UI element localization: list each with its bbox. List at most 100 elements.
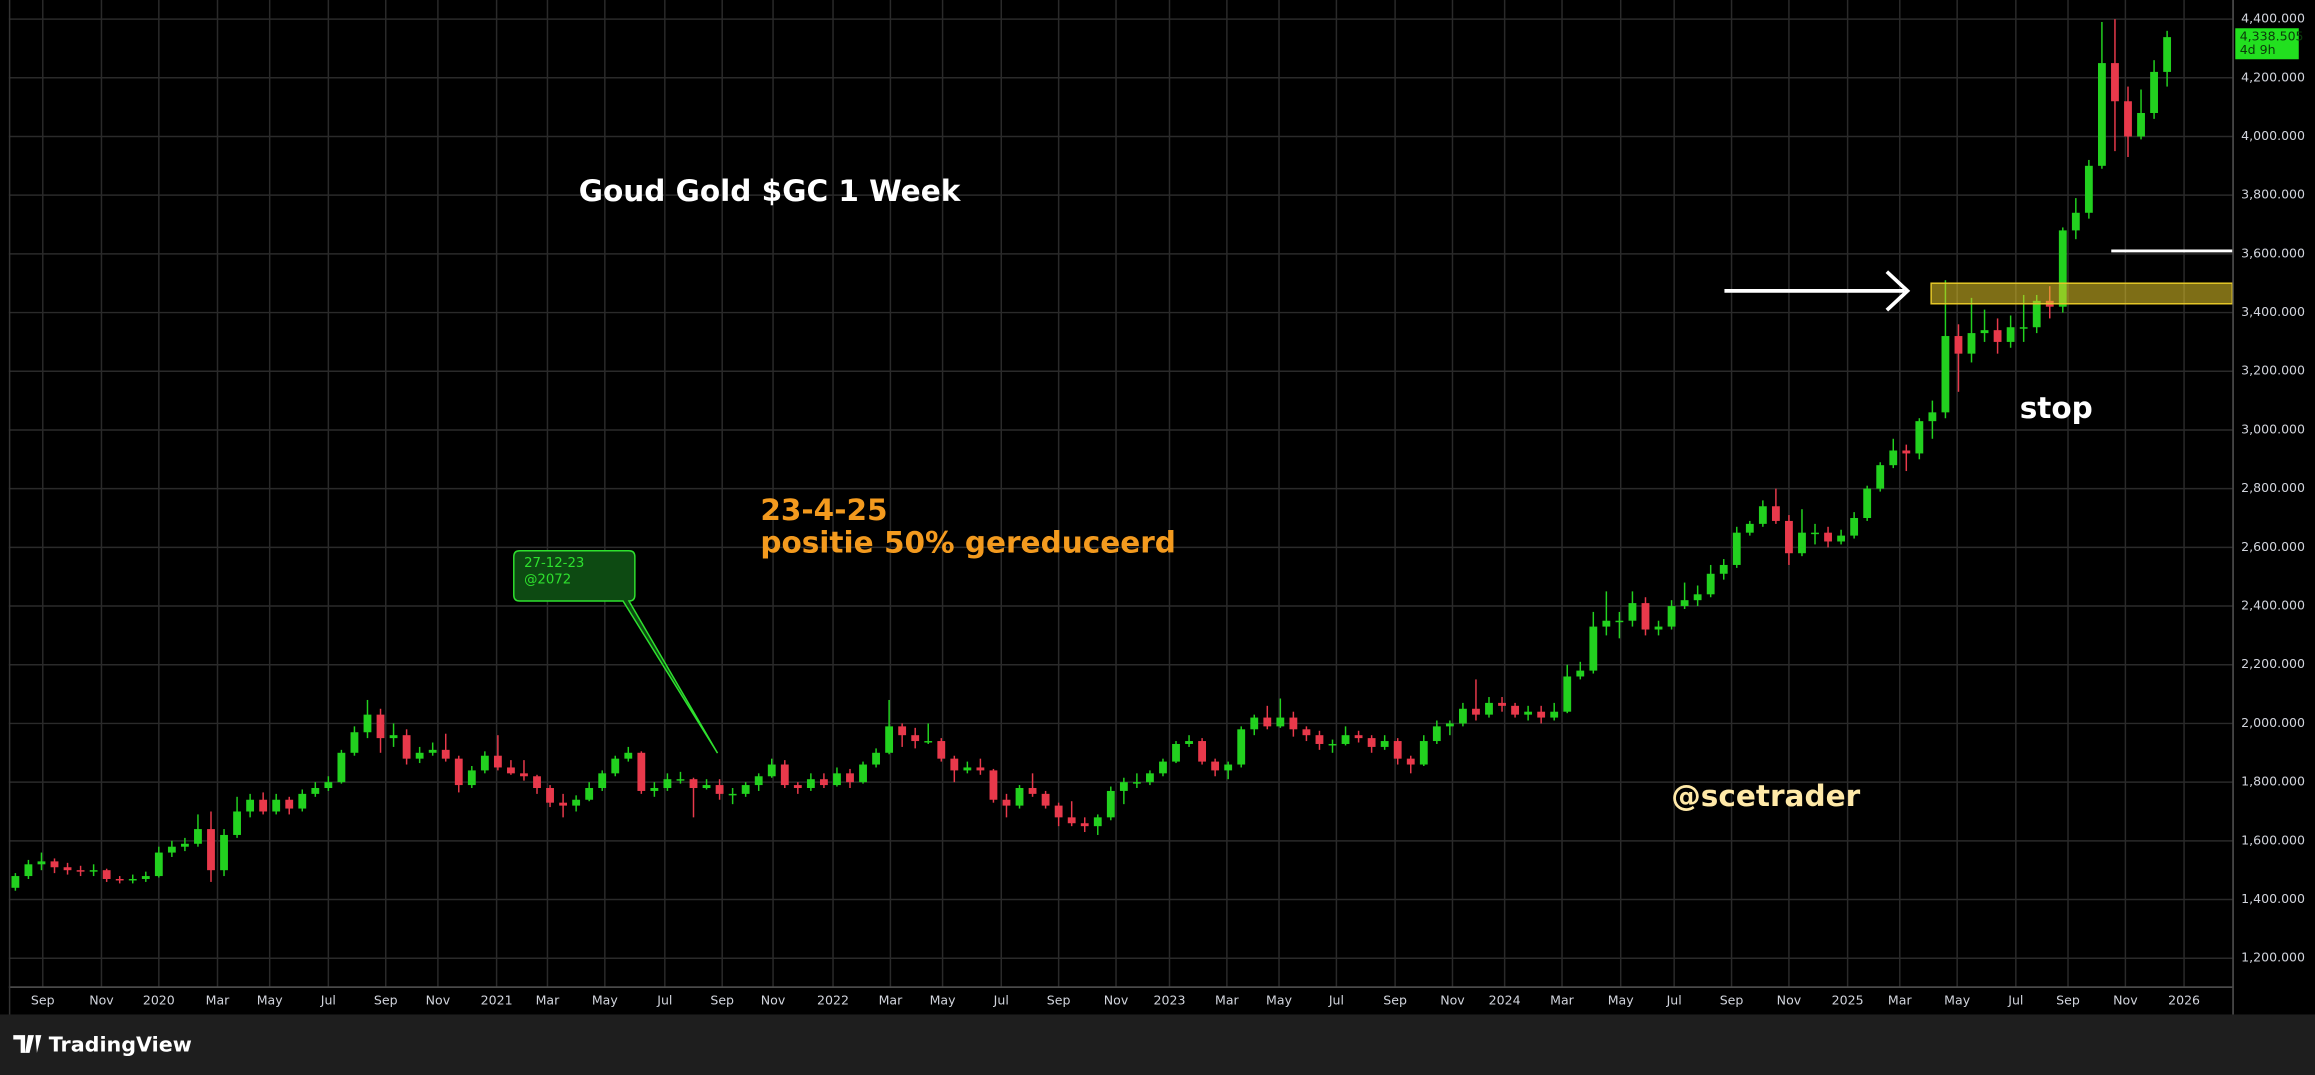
candle-body [1576,670,1585,677]
candle-body [650,788,659,791]
callout: 27-12-23 @2072 [513,550,719,754]
callout-line: @2072 [524,572,571,587]
candle-body [1602,620,1611,627]
candle-body [311,788,320,794]
candle-body [754,776,763,786]
candle-body [1485,702,1493,715]
y-tick-label: 4,000.000 [2241,128,2305,143]
brand-name[interactable]: TradingView [49,1032,192,1056]
candle-body [63,867,72,871]
candle-body [1993,330,2002,342]
candle-body [37,861,46,865]
candle-body [598,773,607,789]
candle-body [767,764,776,777]
x-tick-label: Sep [1720,993,1744,1008]
footer-bar [0,1014,2315,1075]
candle-body [715,785,724,794]
candle-body [663,779,672,789]
candle-body [1798,532,1806,554]
x-tick-label: May [592,993,619,1008]
stop-label: stop [2020,391,2093,425]
candle-body [1680,600,1689,607]
candle-body [1824,532,1832,542]
candle-body [1315,735,1324,744]
candle-body [780,764,789,786]
x-tick-label: Nov [1777,993,1802,1008]
x-tick-label: Nov [1104,993,1129,1008]
x-tick-label: May [1608,993,1635,1008]
candle-body [1341,735,1350,744]
x-tick-label: Mar [1888,993,1913,1008]
candle-body [1902,450,1911,454]
callout-line: 27-12-23 [524,556,584,571]
candle-body [611,758,620,774]
candle-body [1002,799,1011,806]
x-tick-label: Sep [31,993,55,1008]
candle-body [1915,421,1924,454]
candle-body [89,870,98,872]
candle-body [1889,450,1898,466]
candle-body [507,767,515,774]
candle-body [676,779,685,781]
candle-body [689,779,698,789]
x-tick-label: Nov [1440,993,1465,1008]
brand[interactable]: TradingView [13,1032,192,1056]
candle-body [154,852,163,877]
candle-body [324,782,333,789]
candle-body [833,773,841,786]
candle-body [2084,165,2093,213]
candle-body [1511,705,1519,715]
candle-body [128,878,137,881]
x-tick-label: Jul [656,993,672,1008]
candle-body [1328,743,1337,746]
x-tick-label: 2025 [1832,993,1864,1008]
candle-body [1432,726,1441,742]
candle-body [50,861,59,868]
candle-body [572,799,581,806]
x-tick-label: Mar [879,993,904,1008]
last-price-label: 4,338.505 [2240,29,2304,44]
candle-body [1119,782,1128,791]
candle-body [872,752,880,765]
candle-body [1367,738,1376,747]
candle-body [480,755,489,771]
x-tick-label: Nov [426,993,451,1008]
annotation-note: positie 50% gereduceerd [760,525,1176,559]
candle-body [180,843,189,847]
y-tick-label: 2,000.000 [2241,715,2305,730]
candle-body [1967,333,1976,354]
candle-body [402,735,411,759]
candle-body [728,793,737,796]
candle-body [1615,620,1624,623]
candle-body [259,799,268,812]
candle-body [1172,743,1180,762]
candle-body [937,741,946,759]
candle-body [441,749,450,759]
x-tick-label: Mar [1215,993,1240,1008]
candle-body [1263,717,1272,727]
candle-body [846,773,854,783]
chart-title: Goud Gold $GC 1 Week [579,174,962,208]
countdown: 4d 9h [2240,42,2276,57]
candle-body [1785,520,1793,554]
x-tick-label: Mar [536,993,561,1008]
candle-body [1732,532,1741,565]
annotation-date: 23-4-25 [760,493,887,527]
candle-body [246,799,255,812]
candle-body [2098,63,2106,166]
candle-body [11,876,20,888]
x-tick-label: Jul [1328,993,1344,1008]
candle-body [1758,506,1767,524]
candle-body [285,799,294,809]
x-tick-label: Jul [993,993,1009,1008]
candle-body [1954,336,1963,354]
candle-body [976,767,985,771]
candle-body [1015,788,1024,806]
candle-body [546,788,554,803]
candle-body [2111,63,2119,102]
arrow-head [1885,270,1911,312]
candle-body [102,870,111,879]
y-tick-label: 2,600.000 [2241,539,2305,554]
x-tick-label: Jul [1666,993,1682,1008]
